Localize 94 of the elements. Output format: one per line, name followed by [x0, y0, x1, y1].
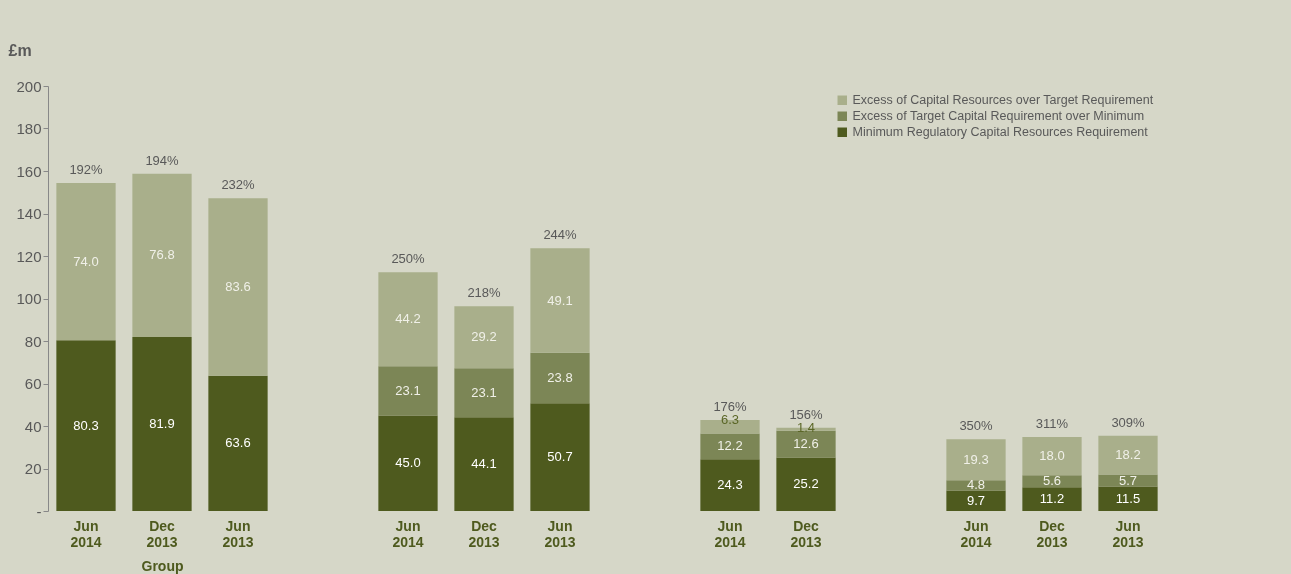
- y-tick-label: 120: [16, 247, 42, 265]
- bar: [378, 366, 438, 416]
- bar: [454, 417, 514, 511]
- bar: [378, 272, 438, 367]
- bar: [1022, 437, 1082, 476]
- legend-label: Excess of Target Capital Requirement over Minimum: [852, 109, 1145, 124]
- bar: [378, 415, 438, 511]
- bar: [700, 459, 760, 511]
- annotation: 350%: [959, 418, 994, 434]
- data-label: 74.0: [73, 253, 99, 269]
- bar: [56, 340, 116, 511]
- data-label: 9.7: [966, 492, 986, 508]
- y-tick-label: 200: [16, 77, 42, 95]
- bar: [946, 490, 1006, 511]
- data-label: 44.1: [471, 456, 497, 472]
- bar: [132, 173, 192, 337]
- data-label: 45.0: [395, 455, 421, 471]
- y-tick-label: -: [36, 502, 42, 520]
- data-label: 24.3: [717, 477, 743, 493]
- annotation: 176%: [713, 399, 748, 415]
- bar: [530, 352, 590, 404]
- data-label: 11.2: [1039, 491, 1065, 507]
- bar: [132, 336, 192, 511]
- data-label: 83.6: [225, 279, 251, 295]
- data-label: 49.1: [547, 292, 573, 308]
- data-label: 18.2: [1115, 447, 1141, 463]
- annotation: 156%: [789, 406, 824, 422]
- legend-label: Excess of Capital Resources over Target Requirement: [852, 93, 1154, 108]
- data-label: 23.1: [395, 382, 421, 398]
- y-tick-label: 140: [16, 205, 42, 222]
- data-label: 25.2: [793, 476, 819, 492]
- y-tick-label: 60: [24, 375, 42, 392]
- x-tick-label: Jun 2014: [960, 517, 992, 550]
- data-label: 23.1: [471, 384, 497, 400]
- bar: [946, 439, 1006, 481]
- data-label: 11.5: [1115, 490, 1141, 506]
- annotation: 250%: [391, 251, 426, 267]
- y-tick-label: 20: [24, 460, 42, 477]
- annotation: 311%: [1035, 416, 1069, 432]
- data-label: 5.7: [1118, 472, 1138, 488]
- data-label: 5.6: [1042, 473, 1062, 489]
- annotation: 218%: [467, 285, 502, 301]
- x-tick-label: Jun 2013: [1112, 517, 1144, 550]
- bar: [1098, 435, 1158, 475]
- data-label: 29.2: [471, 329, 497, 345]
- y-tick-label: 80: [24, 332, 42, 350]
- data-label: 63.6: [225, 435, 251, 451]
- data-label: 81.9: [149, 415, 175, 431]
- data-label: 44.2: [395, 311, 421, 327]
- bar: [1022, 487, 1082, 511]
- x-tick-label: Jun 2013: [222, 517, 254, 550]
- data-label: 76.8: [149, 247, 175, 263]
- bar: [776, 430, 836, 458]
- y-tick-label: 100: [16, 290, 42, 307]
- bar: [776, 457, 836, 511]
- bar: [454, 306, 514, 369]
- bar: [208, 198, 268, 376]
- x-tick-label: Jun 2014: [714, 517, 746, 550]
- x-tick-label: Dec 2013: [1036, 517, 1068, 550]
- annotation: 232%: [221, 177, 256, 193]
- y-tick-label: 160: [16, 162, 42, 180]
- annotation: 309%: [1111, 414, 1146, 430]
- x-tick-label: Jun 2014: [392, 517, 424, 550]
- data-label: 50.7: [547, 449, 573, 465]
- x-tick-label: Jun 2013: [544, 517, 576, 550]
- y-tick-label: 40: [24, 417, 42, 435]
- data-label: 1.4: [796, 419, 816, 435]
- annotation: 194%: [145, 152, 180, 168]
- x-tick-label: Dec 2013: [146, 517, 178, 550]
- x-tick-label: Dec 2013: [468, 517, 500, 550]
- y-axis-title: £m: [8, 41, 32, 59]
- bar: [530, 248, 590, 353]
- bar: [56, 183, 116, 341]
- x-tick-label: Dec 2013: [790, 517, 822, 550]
- data-label: 4.8: [966, 477, 986, 493]
- data-label: 19.3: [963, 451, 989, 467]
- data-label: 12.6: [793, 436, 819, 452]
- bar: [1098, 486, 1158, 511]
- y-tick-label: 180: [16, 120, 42, 137]
- bar: [700, 433, 760, 460]
- data-label: 23.8: [547, 369, 573, 385]
- data-label: 18.0: [1039, 448, 1065, 464]
- x-tick-label: Jun 2014: [70, 517, 102, 550]
- annotation: 192%: [69, 162, 104, 178]
- data-label: 6.3: [720, 412, 740, 428]
- annotation: 244%: [543, 227, 578, 243]
- data-label: 12.2: [717, 438, 743, 454]
- legend-label: Minimum Regulatory Capital Resources Requirement: [852, 125, 1149, 140]
- bar: [1098, 474, 1158, 487]
- x-axis-title: Group: [141, 557, 184, 574]
- bar: [208, 375, 268, 511]
- bar: [454, 368, 514, 418]
- bar: [530, 403, 590, 511]
- data-label: 80.3: [73, 417, 99, 433]
